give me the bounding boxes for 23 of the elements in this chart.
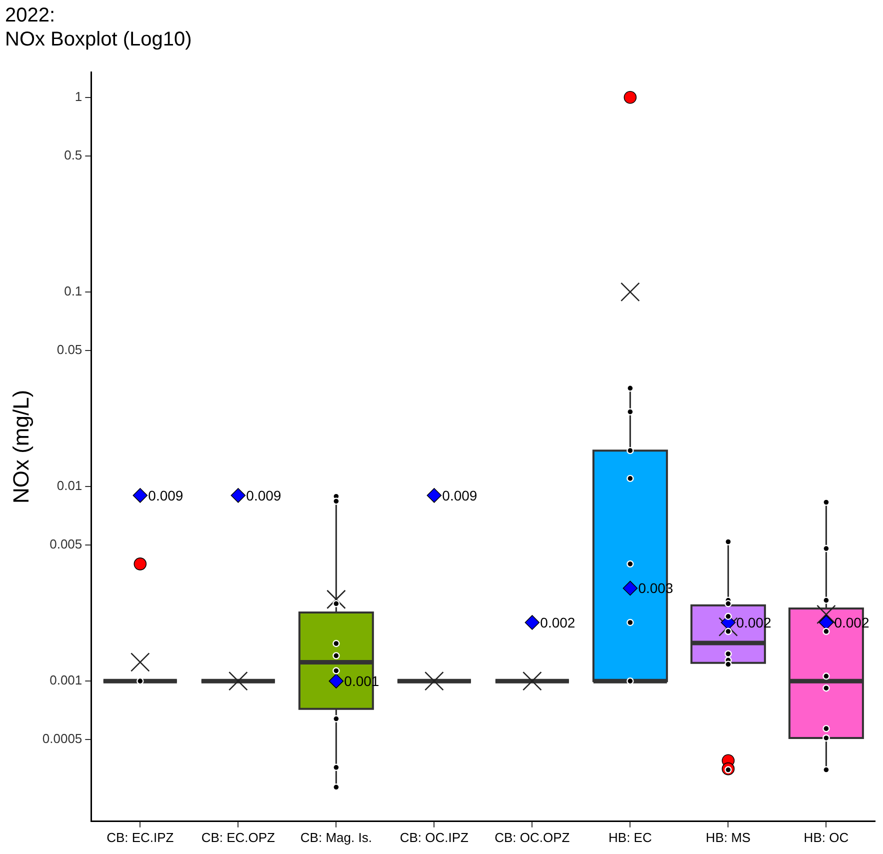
x-tick-label: CB: OC.OPZ <box>494 830 570 845</box>
chart-subtitle: NOx Boxplot (Log10) <box>5 28 192 51</box>
data-label: 0.002 <box>540 614 576 630</box>
x-tick-label: HB: MS <box>706 830 751 845</box>
chart-title: 2022: <box>5 4 56 27</box>
x-tick-label: CB: EC.OPZ <box>201 830 276 845</box>
data-label: 0.009 <box>442 487 478 504</box>
y-tick-label: 0.0005 <box>42 731 82 746</box>
y-tick-label: 0.005 <box>50 536 82 552</box>
y-tick-label: 0.5 <box>64 148 82 163</box>
y-tick-label: 0.001 <box>50 672 82 688</box>
y-axis-title: NOx (mg/L) <box>8 390 34 504</box>
data-label: 0.009 <box>246 487 282 504</box>
x-tick-label: CB: Mag. Is. <box>300 830 372 845</box>
y-tick-label: 0.05 <box>56 342 82 358</box>
y-tick-label: 0.01 <box>56 478 82 494</box>
x-tick-label: HB: OC <box>804 830 849 845</box>
x-tick-label: CB: EC.IPZ <box>106 830 174 845</box>
y-tick-label: 0.1 <box>64 284 82 299</box>
x-tick-label: CB: OC.IPZ <box>400 830 469 845</box>
x-tick-label: HB: EC <box>608 830 652 845</box>
data-label: 0.009 <box>148 487 184 504</box>
y-tick-label: 1 <box>74 88 82 104</box>
